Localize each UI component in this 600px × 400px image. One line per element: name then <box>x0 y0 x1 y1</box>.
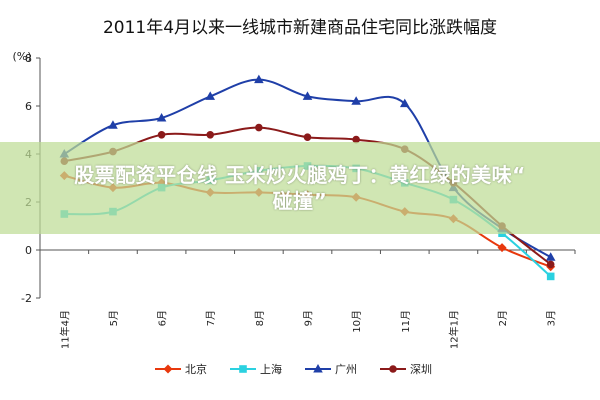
data-point-guangzhou <box>302 91 313 100</box>
legend-marker-beijing <box>163 364 173 374</box>
data-point-guangzhou <box>545 252 556 261</box>
legend-marker-shanghai <box>239 365 247 373</box>
legend-marker-shenzhen <box>389 365 397 373</box>
legend-label-shanghai: 上海 <box>260 362 282 376</box>
legend-label-shenzhen: 深圳 <box>410 363 432 376</box>
x-tick-label: 6月 <box>157 310 169 326</box>
data-point-guangzhou <box>205 91 216 100</box>
data-point-beijing <box>497 243 507 253</box>
data-point-shenzhen <box>352 135 360 144</box>
data-point-shenzhen <box>546 260 555 269</box>
x-tick-label: 8月 <box>254 310 266 326</box>
y-axis-unit: (%) <box>12 50 31 63</box>
x-tick-label: 3月 <box>546 310 558 326</box>
x-tick-label: 10月 <box>351 310 363 333</box>
data-point-guangzhou <box>351 96 361 105</box>
headline-line-1: 股票配资平仓线 玉米炒火腿鸡丁：黄红绿的美味“ <box>74 163 526 187</box>
data-point-shenzhen <box>157 131 166 139</box>
chart-title: 2011年4月以来一线城市新建商品住宅同比涨跌幅度 <box>103 18 497 38</box>
data-point-shanghai <box>546 272 555 281</box>
legend-label-beijing: 北京 <box>185 362 207 376</box>
x-tick-label: 5月 <box>108 310 120 326</box>
y-tick-label: 0 <box>25 244 32 257</box>
data-point-guangzhou <box>254 74 264 84</box>
x-tick-label: 9月 <box>303 310 315 326</box>
legend-label-guangzhou: 广州 <box>335 363 357 376</box>
y-tick-label: 8 <box>25 52 32 65</box>
x-tick-label: 7月 <box>205 310 217 326</box>
headline-banner[interactable]: 股票配资平仓线 玉米炒火腿鸡丁：黄红绿的美味“ 碰撞” <box>0 142 600 234</box>
legend-marker-guangzhou <box>313 364 323 373</box>
data-point-guangzhou <box>108 120 118 129</box>
x-tick-label: 11月 <box>400 310 412 333</box>
data-point-shenzhen <box>255 123 263 132</box>
data-point-shenzhen <box>206 131 215 139</box>
x-tick-label: 2月 <box>497 310 509 326</box>
x-tick-label: 11年4月 <box>58 310 71 349</box>
data-point-guangzhou <box>399 98 410 108</box>
y-tick-label: -2 <box>21 292 32 305</box>
data-point-shenzhen <box>303 133 312 141</box>
headline-line-2: 碰撞” <box>272 189 328 213</box>
y-tick-label: 6 <box>25 100 32 113</box>
data-point-guangzhou <box>156 113 167 122</box>
x-tick-label: 12年1月 <box>447 310 460 349</box>
